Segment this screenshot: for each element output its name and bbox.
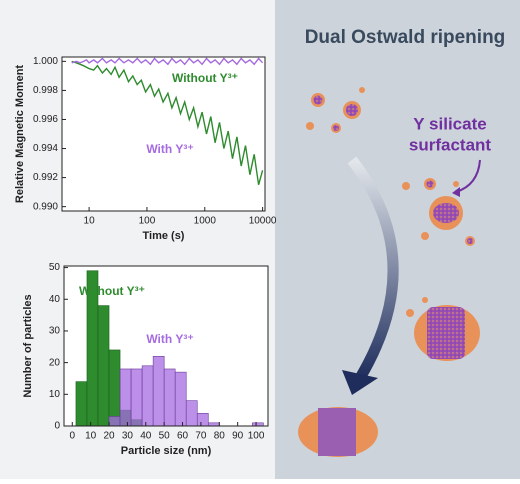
diagram-label: Y silicate — [413, 114, 486, 133]
plot-area — [62, 57, 265, 211]
x-tick-label: 90 — [232, 431, 244, 442]
arrow-head — [342, 370, 378, 395]
y-tick-label: 1.000 — [33, 56, 58, 67]
x-tick-label: 30 — [122, 431, 134, 442]
y-tick-label: 0.994 — [33, 143, 58, 154]
ripening-arrow — [347, 156, 399, 381]
series-label: With Y³⁺ — [146, 332, 193, 346]
y-tick-label: 0.990 — [33, 201, 58, 212]
particle-final — [298, 407, 378, 457]
histogram-bar — [163, 368, 176, 427]
axes-frame — [63, 265, 269, 427]
histogram-bar — [75, 381, 88, 427]
x-axis-label: Time (s) — [143, 230, 185, 242]
y-tick-label: 50 — [49, 262, 61, 273]
y-axis-label: Relative Magnetic Moment — [14, 65, 26, 203]
y-tick-label: 40 — [49, 294, 61, 305]
series-label: With Y³⁺ — [146, 142, 193, 156]
y-tick-label: 0.992 — [33, 172, 58, 183]
histogram-bar — [119, 368, 132, 427]
histogram-bar — [141, 365, 154, 427]
histogram-bar — [108, 349, 121, 427]
x-tick-label: 20 — [103, 431, 115, 442]
x-tick-label: 10 — [85, 431, 97, 442]
particles-medium — [402, 178, 475, 246]
histogram-bar — [185, 400, 198, 427]
y-tick-label: 20 — [49, 357, 61, 368]
y-axis-label: Number of particles — [22, 294, 34, 397]
x-tick-label: 50 — [159, 431, 171, 442]
x-tick-label: 10 — [84, 216, 96, 227]
y-tick-label: 0.998 — [33, 85, 58, 96]
right-panel — [275, 0, 520, 479]
histogram-bar — [130, 368, 143, 427]
particles-small — [306, 87, 365, 133]
histogram-bar — [108, 416, 121, 427]
data-line — [71, 57, 264, 66]
series-label: Without Y³⁺ — [79, 284, 145, 298]
x-tick-label: 10000 — [249, 216, 277, 227]
histogram-bar — [196, 413, 209, 427]
x-tick-label: 40 — [140, 431, 152, 442]
x-tick-label: 100 — [139, 216, 156, 227]
axes-frame — [61, 56, 266, 212]
histogram-bar — [97, 305, 110, 427]
diagram-label: surfactant — [409, 135, 492, 154]
x-tick-label: 80 — [214, 431, 226, 442]
histogram-bar — [152, 355, 165, 427]
x-tick-label: 1000 — [194, 216, 217, 227]
x-tick-label: 0 — [69, 431, 75, 442]
particles-large — [406, 297, 480, 361]
y-tick-label: 30 — [49, 326, 61, 337]
x-tick-label: 100 — [248, 431, 265, 442]
y-tick-label: 10 — [49, 389, 61, 400]
data-line — [71, 60, 264, 185]
y-tick-label: 0.996 — [33, 114, 58, 125]
x-axis-label: Particle size (nm) — [121, 445, 212, 457]
histogram-bar — [174, 371, 187, 427]
label-arrow-head — [452, 187, 460, 197]
y-tick-label: 0 — [54, 421, 60, 432]
diagram-title: Dual Ostwald ripening — [305, 27, 506, 48]
x-tick-label: 60 — [177, 431, 189, 442]
x-tick-label: 70 — [195, 431, 207, 442]
series-label: Without Y³⁺ — [172, 71, 238, 85]
